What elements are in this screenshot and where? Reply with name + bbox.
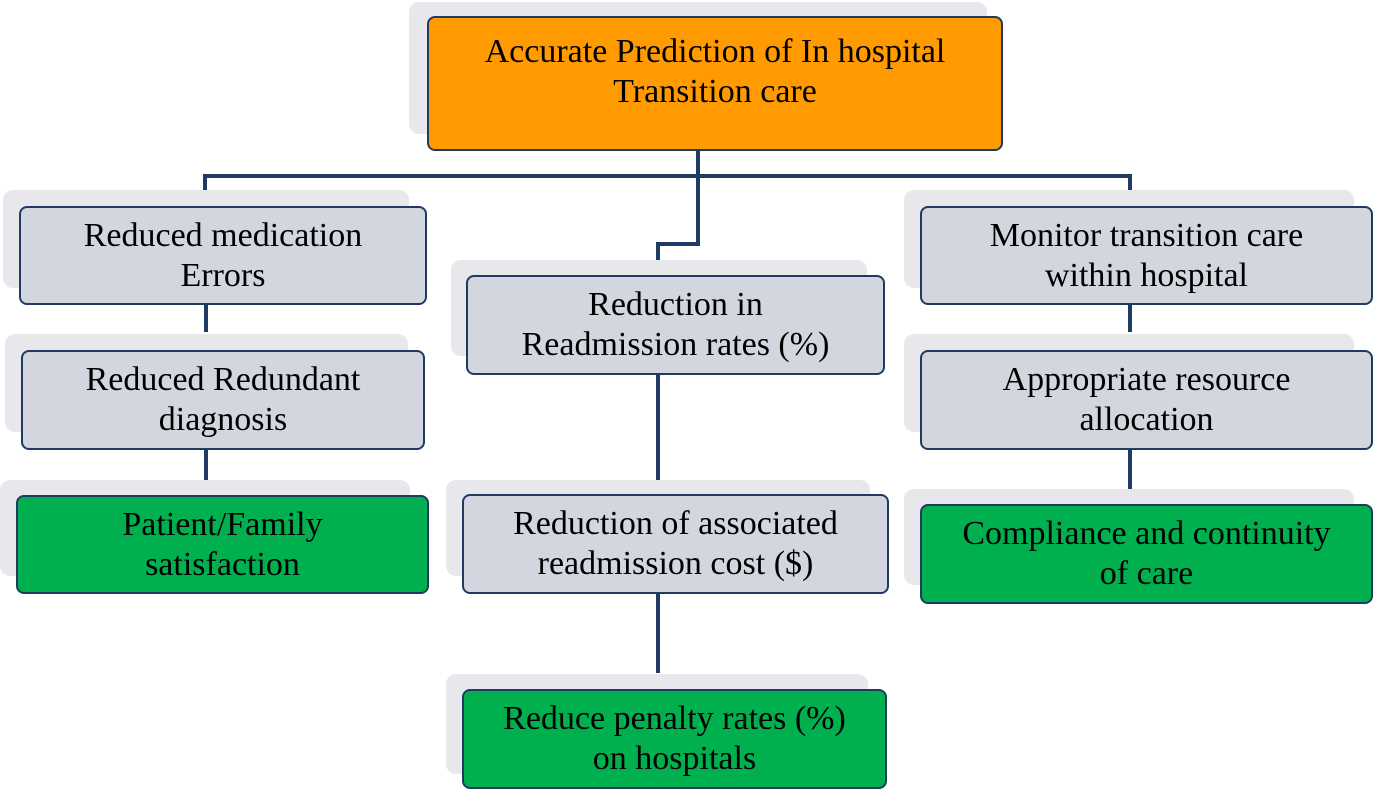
left-node-1-line1: Reduced medication bbox=[83, 216, 363, 254]
root-node-line2: Transition care bbox=[613, 73, 817, 110]
left-node-2-line2: diagnosis bbox=[158, 401, 288, 438]
left-node-3-line1: Patient/Family bbox=[122, 505, 323, 543]
right-node-1-line1: Monitor transition care bbox=[989, 216, 1304, 254]
left-node-2: Reduced Redundant diagnosis bbox=[21, 350, 425, 450]
right-node-1: Monitor transition care within hospital bbox=[920, 206, 1373, 305]
left-node-2-line1: Reduced Redundant bbox=[85, 361, 361, 398]
root-node: Accurate Prediction of In hospital Trans… bbox=[427, 16, 1003, 151]
left-node-1-line2: Errors bbox=[180, 256, 266, 294]
right-node-2: Appropriate resource allocation bbox=[920, 350, 1373, 450]
root-node-line1: Accurate Prediction of In hospital bbox=[484, 33, 946, 70]
right-node-3-line2: of care bbox=[1099, 555, 1194, 592]
left-node-3: Patient/Family satisfaction bbox=[16, 495, 429, 594]
left-node-3-line2: satisfaction bbox=[145, 545, 300, 583]
center-node-2-line1: Reduction of associated bbox=[513, 505, 838, 542]
right-node-3-line1: Compliance and continuity bbox=[962, 515, 1331, 552]
center-node-3-line1: Reduce penalty rates (%) bbox=[503, 700, 846, 737]
right-node-3: Compliance and continuity of care bbox=[920, 504, 1373, 604]
left-node-1: Reduced medication Errors bbox=[19, 206, 427, 305]
center-node-1-line2: Readmission rates (%) bbox=[521, 326, 830, 363]
right-node-2-line1: Appropriate resource bbox=[1002, 361, 1291, 398]
center-node-3-line2: on hospitals bbox=[592, 740, 757, 777]
center-node-1: Reduction in Readmission rates (%) bbox=[466, 275, 885, 375]
center-node-2: Reduction of associated readmission cost… bbox=[462, 494, 889, 594]
center-node-1-line1: Reduction in bbox=[588, 286, 763, 323]
center-node-3: Reduce penalty rates (%) on hospitals bbox=[462, 689, 887, 789]
right-node-2-line2: allocation bbox=[1079, 401, 1214, 438]
center-node-2-line2: readmission cost ($) bbox=[537, 545, 814, 582]
right-node-1-line2: within hospital bbox=[1044, 256, 1249, 294]
